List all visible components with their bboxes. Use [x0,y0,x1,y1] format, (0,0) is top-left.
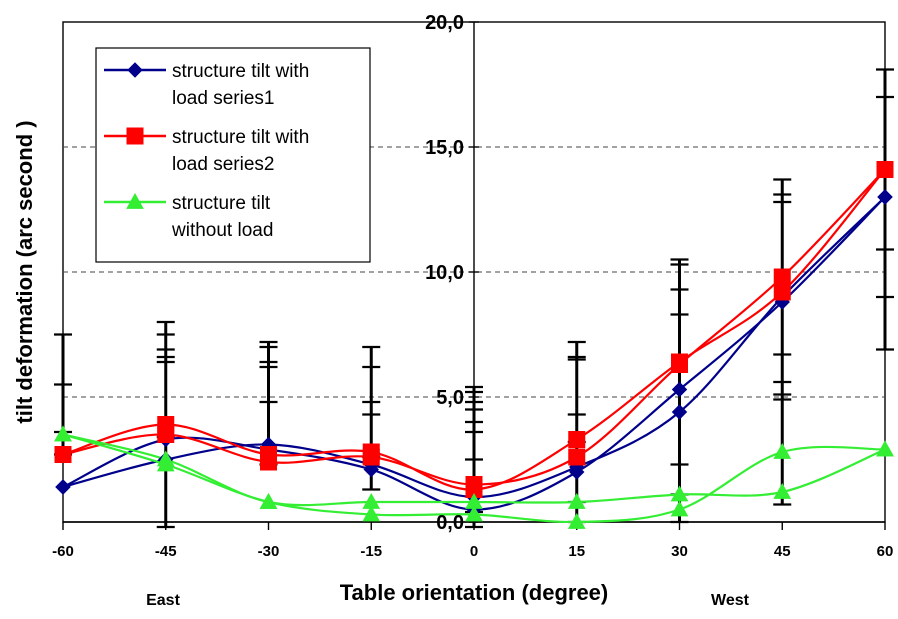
legend-label: load series2 [172,154,274,175]
diamond-marker [569,464,585,480]
triangle-marker [876,440,894,457]
east-label: East [146,592,180,609]
triangle-marker [567,492,586,509]
triangle-marker [126,192,144,209]
triangle-marker [773,482,792,499]
diamond-marker [671,404,688,420]
x-axis-label: Table orientation (degree) [340,580,609,605]
triangle-marker [362,505,381,522]
legend-label: load series1 [172,88,274,109]
y-tick-label: 10,0 [425,262,464,284]
square-marker [465,476,483,493]
square-marker [126,127,144,145]
triangle-marker [773,442,792,459]
x-tick-label: 30 [671,543,688,560]
square-marker [260,453,277,471]
diamond-marker [127,62,143,78]
series-line [62,168,886,486]
square-marker [876,161,894,178]
west-label: West [711,592,750,609]
square-marker [773,268,791,286]
y-tick-label: 15,0 [425,137,464,159]
square-marker [568,431,586,448]
legend-box [95,47,371,263]
triangle-marker [670,500,689,517]
square-marker [671,356,688,373]
x-tick-label: -30 [258,543,280,560]
x-tick-label: -60 [52,543,74,560]
y-tick-label: 5,0 [436,387,464,409]
legend-label: structure tilt with [172,61,309,82]
y-tick-label: 20,0 [425,12,464,34]
x-tick-label: -15 [360,543,382,560]
square-marker [773,283,791,301]
x-tick-label: 60 [877,543,894,560]
series-line [62,196,886,511]
series-markers [54,161,894,529]
triangle-marker [259,492,278,509]
x-tick-label: 45 [774,543,791,560]
square-marker [362,448,380,466]
series-line [62,168,886,491]
square-marker [568,448,586,466]
triangle-marker [465,505,483,522]
triangle-marker [156,455,175,472]
square-marker [54,446,72,463]
legend-label: without load [171,220,273,241]
x-tick-label: 15 [568,543,585,560]
triangle-marker [54,425,72,442]
y-tick-label: 0,0 [436,512,464,534]
square-marker [157,426,175,443]
diamond-marker [671,381,688,398]
diamond-marker [55,479,71,495]
x-tick-label: 0 [470,543,478,560]
y-axis-label: tilt deformation (arc second ) [12,120,37,423]
diamond-marker [877,189,893,205]
legend-label: structure tilt with [172,127,309,148]
triangle-marker [567,512,586,529]
legend-label: structure tilt [172,193,271,214]
diamond-marker [363,461,379,478]
x-tick-label: -45 [155,543,177,560]
legend: structure tilt with load series1 structure… [95,47,371,263]
tick-labels: -60 -45 -30 -15 0 15 30 45 60 0,0 5,0 10,0 15,0 20,0 [52,12,893,560]
